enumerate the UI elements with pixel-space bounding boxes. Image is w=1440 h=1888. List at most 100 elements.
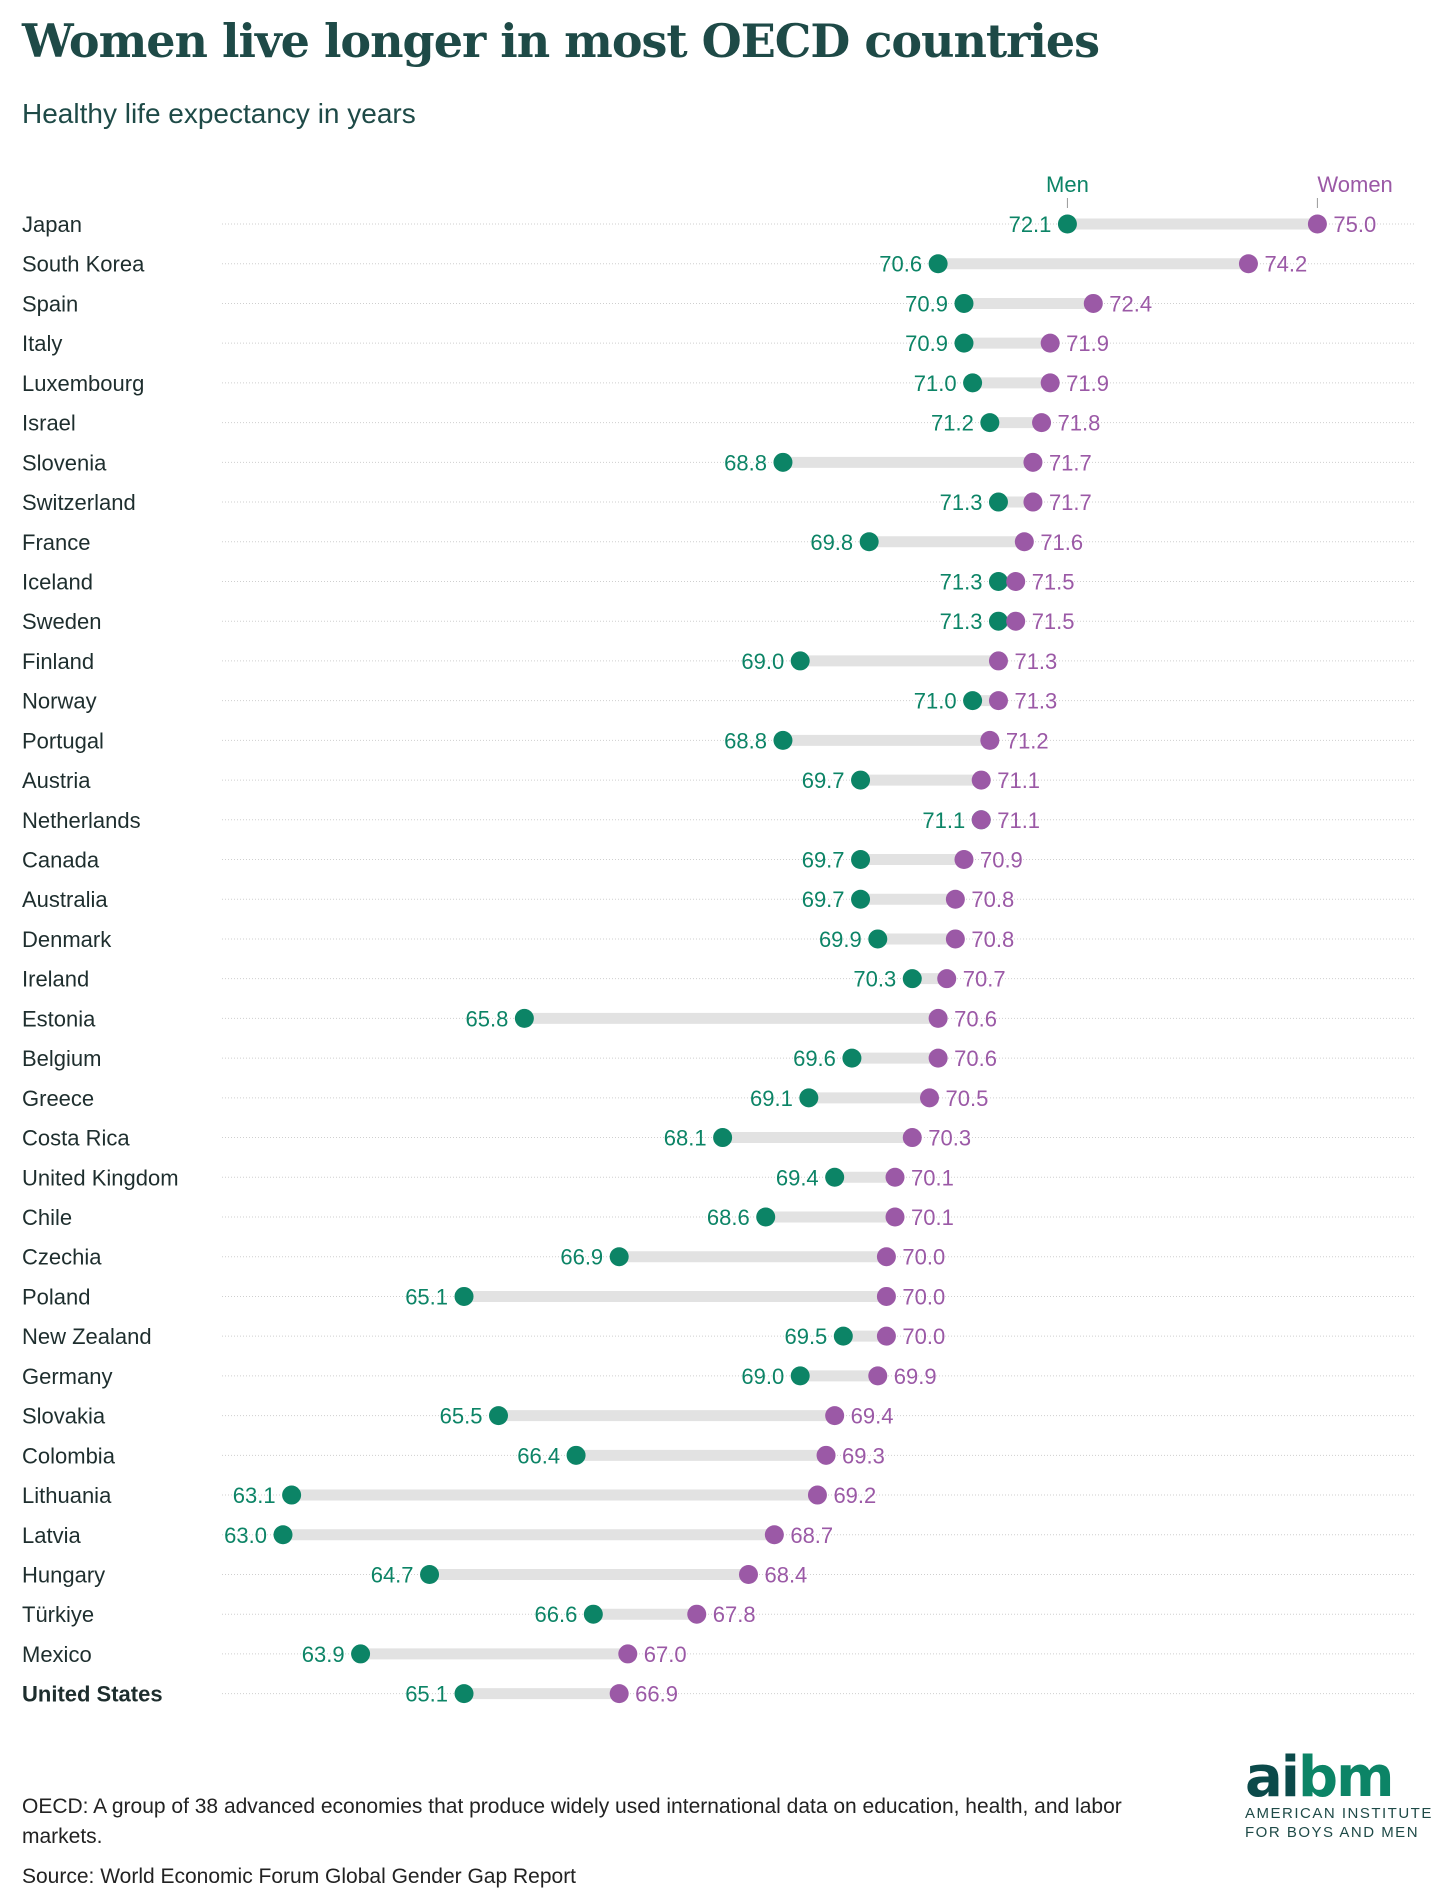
men-value: 71.0 bbox=[914, 371, 957, 396]
women-dot bbox=[902, 1128, 922, 1148]
country-label: South Korea bbox=[22, 252, 145, 277]
country-label: Ireland bbox=[22, 967, 89, 992]
women-value: 75.0 bbox=[1333, 212, 1376, 237]
men-value: 70.3 bbox=[853, 967, 896, 992]
country-label: Belgium bbox=[22, 1046, 101, 1071]
men-value: 71.0 bbox=[914, 689, 957, 714]
country-label: Iceland bbox=[22, 569, 93, 594]
men-value: 68.8 bbox=[724, 728, 767, 753]
women-dot bbox=[885, 1207, 905, 1227]
men-dot bbox=[351, 1644, 371, 1664]
country-label: Italy bbox=[22, 331, 62, 356]
men-value: 71.3 bbox=[940, 609, 983, 634]
men-value: 65.1 bbox=[405, 1284, 448, 1309]
men-dot bbox=[928, 254, 948, 274]
women-value: 71.7 bbox=[1049, 490, 1092, 515]
women-dot bbox=[1083, 293, 1103, 313]
women-value: 71.6 bbox=[1040, 530, 1083, 555]
country-label: Hungary bbox=[22, 1562, 105, 1587]
men-value: 68.1 bbox=[664, 1126, 707, 1151]
women-value: 71.1 bbox=[997, 768, 1040, 793]
men-dot bbox=[988, 492, 1008, 512]
women-dot bbox=[1023, 492, 1043, 512]
country-label: Germany bbox=[22, 1364, 112, 1389]
country-label: Denmark bbox=[22, 927, 112, 952]
women-value: 69.2 bbox=[833, 1483, 876, 1508]
women-dot bbox=[1032, 413, 1052, 433]
women-value: 67.0 bbox=[644, 1642, 687, 1667]
men-value: 69.0 bbox=[741, 649, 784, 674]
women-dot bbox=[971, 770, 991, 790]
country-label: Slovakia bbox=[22, 1404, 106, 1429]
men-dot bbox=[790, 1366, 810, 1386]
men-value: 63.0 bbox=[224, 1523, 267, 1548]
women-dot bbox=[945, 889, 965, 909]
men-value: 65.8 bbox=[466, 1006, 509, 1031]
men-value: 71.2 bbox=[931, 411, 974, 436]
men-dot bbox=[756, 1207, 776, 1227]
women-dot bbox=[609, 1684, 629, 1704]
chart-title: Women live longer in most OECD countries bbox=[22, 14, 1100, 68]
men-dot bbox=[1057, 214, 1077, 234]
women-dot bbox=[928, 1008, 948, 1028]
women-value: 67.8 bbox=[713, 1602, 756, 1627]
women-value: 71.3 bbox=[1014, 689, 1057, 714]
men-dot bbox=[489, 1406, 508, 1426]
men-value: 71.3 bbox=[940, 569, 983, 594]
men-dot bbox=[799, 1088, 819, 1108]
men-dot bbox=[859, 532, 879, 552]
country-label: Norway bbox=[22, 689, 97, 714]
country-label: Chile bbox=[22, 1205, 72, 1230]
men-value: 70.9 bbox=[905, 331, 948, 356]
country-label: Canada bbox=[22, 848, 100, 873]
country-label: Slovenia bbox=[22, 450, 107, 475]
men-dot bbox=[963, 691, 983, 711]
men-dot bbox=[773, 452, 793, 472]
women-value: 71.5 bbox=[1032, 609, 1075, 634]
men-dot bbox=[963, 373, 983, 393]
country-label: Portugal bbox=[22, 728, 104, 753]
country-label: United States bbox=[22, 1682, 163, 1707]
women-value: 70.3 bbox=[928, 1126, 971, 1151]
women-dot bbox=[920, 1088, 939, 1108]
men-dot bbox=[273, 1525, 293, 1545]
men-value: 65.1 bbox=[405, 1682, 448, 1707]
men-dot bbox=[825, 1167, 845, 1187]
men-value: 69.9 bbox=[819, 927, 862, 952]
men-dot bbox=[790, 651, 810, 671]
women-dot bbox=[988, 691, 1008, 711]
country-label: Mexico bbox=[22, 1642, 92, 1667]
men-dot bbox=[851, 850, 871, 870]
women-dot bbox=[945, 929, 965, 949]
men-value: 70.6 bbox=[879, 252, 922, 277]
women-dot bbox=[764, 1525, 784, 1545]
women-dot bbox=[954, 850, 974, 870]
women-dot bbox=[807, 1485, 827, 1505]
men-value: 71.3 bbox=[940, 490, 983, 515]
men-dot bbox=[713, 1128, 733, 1148]
women-value: 69.4 bbox=[851, 1404, 894, 1429]
country-label: Poland bbox=[22, 1284, 91, 1309]
women-value: 70.5 bbox=[946, 1086, 989, 1111]
country-label: Estonia bbox=[22, 1006, 96, 1031]
country-label: Latvia bbox=[22, 1523, 81, 1548]
country-label: Finland bbox=[22, 649, 94, 674]
men-dot bbox=[902, 969, 922, 989]
women-dot bbox=[1006, 611, 1026, 631]
women-value: 70.0 bbox=[902, 1284, 945, 1309]
men-value: 66.9 bbox=[560, 1245, 603, 1270]
men-dot bbox=[842, 1048, 862, 1068]
women-value: 70.7 bbox=[963, 967, 1006, 992]
women-dot bbox=[1006, 571, 1026, 591]
men-value: 68.8 bbox=[724, 450, 767, 475]
men-value: 64.7 bbox=[371, 1562, 414, 1587]
men-value: 70.9 bbox=[905, 291, 948, 316]
women-value: 71.7 bbox=[1049, 450, 1092, 475]
country-label: Türkiye bbox=[22, 1602, 94, 1627]
country-label: United Kingdom bbox=[22, 1165, 179, 1190]
women-value: 70.0 bbox=[902, 1324, 945, 1349]
women-value: 70.0 bbox=[902, 1245, 945, 1270]
men-dot bbox=[514, 1008, 534, 1028]
country-label: Japan bbox=[22, 212, 82, 237]
country-label: Greece bbox=[22, 1086, 94, 1111]
